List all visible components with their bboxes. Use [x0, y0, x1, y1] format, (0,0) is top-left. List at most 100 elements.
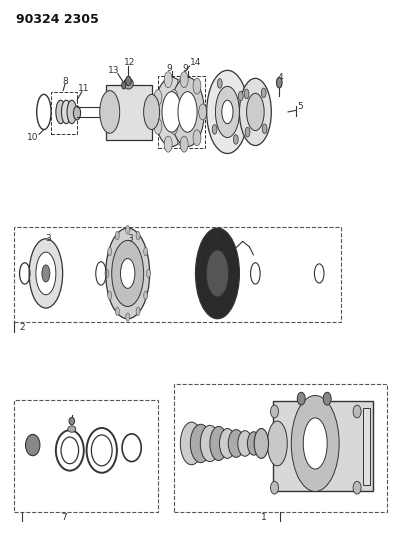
- Ellipse shape: [245, 127, 250, 137]
- Ellipse shape: [126, 313, 130, 321]
- Ellipse shape: [171, 77, 204, 147]
- Ellipse shape: [206, 250, 229, 297]
- Ellipse shape: [115, 307, 119, 316]
- Text: 2: 2: [19, 324, 25, 332]
- Ellipse shape: [73, 106, 81, 120]
- Ellipse shape: [247, 93, 264, 131]
- Ellipse shape: [180, 72, 188, 88]
- Ellipse shape: [154, 118, 162, 134]
- Ellipse shape: [303, 418, 327, 469]
- Ellipse shape: [193, 130, 201, 146]
- Ellipse shape: [217, 78, 222, 88]
- Ellipse shape: [136, 231, 140, 240]
- Ellipse shape: [178, 92, 197, 132]
- Ellipse shape: [238, 431, 252, 456]
- Text: 11: 11: [78, 84, 89, 93]
- Ellipse shape: [112, 240, 144, 306]
- Bar: [14, 400, 158, 512]
- Ellipse shape: [170, 118, 178, 134]
- Ellipse shape: [105, 269, 109, 278]
- Ellipse shape: [297, 392, 305, 405]
- Ellipse shape: [239, 78, 271, 146]
- Ellipse shape: [196, 228, 239, 319]
- Ellipse shape: [267, 421, 287, 466]
- Bar: [273, 401, 373, 491]
- Bar: [363, 408, 370, 485]
- Ellipse shape: [67, 100, 77, 124]
- Ellipse shape: [262, 124, 267, 134]
- Ellipse shape: [183, 104, 191, 120]
- Ellipse shape: [108, 291, 112, 300]
- Ellipse shape: [144, 247, 148, 256]
- Ellipse shape: [228, 430, 244, 457]
- Ellipse shape: [162, 92, 181, 132]
- Ellipse shape: [291, 395, 339, 491]
- Ellipse shape: [261, 88, 266, 98]
- Ellipse shape: [254, 429, 269, 458]
- Ellipse shape: [247, 432, 260, 455]
- Text: 9: 9: [183, 64, 188, 72]
- Text: 4: 4: [278, 74, 283, 82]
- Ellipse shape: [106, 228, 150, 319]
- Ellipse shape: [69, 417, 75, 425]
- Ellipse shape: [26, 434, 40, 456]
- Text: 3: 3: [127, 234, 132, 243]
- Ellipse shape: [144, 94, 160, 130]
- Ellipse shape: [122, 82, 126, 89]
- Ellipse shape: [323, 392, 331, 405]
- Text: 9: 9: [167, 64, 172, 72]
- Ellipse shape: [124, 78, 133, 89]
- Bar: [174, 384, 387, 512]
- Ellipse shape: [238, 91, 243, 101]
- Ellipse shape: [244, 89, 249, 99]
- Ellipse shape: [210, 426, 227, 461]
- Ellipse shape: [277, 77, 282, 88]
- Ellipse shape: [215, 86, 239, 138]
- Ellipse shape: [146, 269, 150, 278]
- Ellipse shape: [271, 405, 279, 418]
- Ellipse shape: [199, 104, 207, 120]
- Ellipse shape: [42, 265, 50, 282]
- Text: 3: 3: [45, 234, 51, 243]
- Ellipse shape: [164, 136, 172, 152]
- Text: 14: 14: [190, 59, 201, 67]
- Ellipse shape: [207, 70, 248, 154]
- Ellipse shape: [212, 125, 217, 134]
- Ellipse shape: [219, 429, 235, 458]
- Text: 6: 6: [215, 232, 220, 241]
- Ellipse shape: [68, 426, 76, 432]
- Ellipse shape: [108, 247, 112, 256]
- Ellipse shape: [164, 72, 172, 88]
- Ellipse shape: [353, 405, 361, 418]
- Ellipse shape: [144, 291, 148, 300]
- Ellipse shape: [100, 91, 120, 133]
- Text: 90324 2305: 90324 2305: [16, 13, 99, 26]
- Ellipse shape: [177, 78, 185, 94]
- Text: 12: 12: [124, 59, 135, 67]
- Ellipse shape: [61, 100, 71, 124]
- Text: 1: 1: [261, 513, 266, 521]
- Ellipse shape: [115, 231, 119, 240]
- Ellipse shape: [36, 252, 56, 295]
- Ellipse shape: [200, 425, 219, 462]
- Ellipse shape: [190, 424, 211, 463]
- Bar: [158, 76, 205, 148]
- Ellipse shape: [193, 78, 201, 94]
- Ellipse shape: [222, 100, 233, 124]
- Ellipse shape: [177, 130, 185, 146]
- Ellipse shape: [29, 239, 63, 308]
- Ellipse shape: [271, 481, 279, 494]
- Ellipse shape: [155, 77, 188, 147]
- Text: 8: 8: [62, 77, 68, 85]
- Ellipse shape: [126, 225, 130, 234]
- Ellipse shape: [180, 136, 188, 152]
- Ellipse shape: [353, 481, 361, 494]
- Bar: [51, 92, 77, 134]
- Ellipse shape: [126, 76, 131, 86]
- Text: 10: 10: [27, 133, 38, 142]
- Text: 7: 7: [61, 513, 67, 521]
- Ellipse shape: [120, 259, 135, 288]
- Ellipse shape: [154, 90, 162, 106]
- Text: 13: 13: [108, 66, 119, 75]
- Ellipse shape: [56, 100, 65, 124]
